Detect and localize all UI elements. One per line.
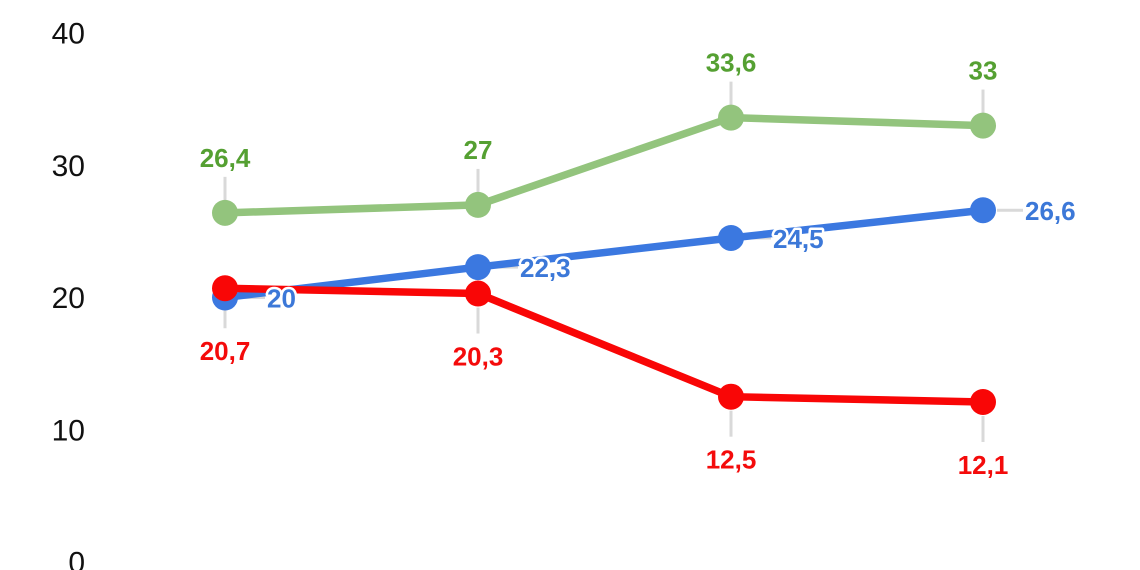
red-series-line <box>221 284 987 406</box>
red-series-data-label: 12,1 <box>958 450 1009 480</box>
green-series-data-label: 26,4 <box>200 143 251 173</box>
red-series-data-label: 20,3 <box>453 342 504 372</box>
blue-series-data-point <box>970 197 996 224</box>
y-axis-tick-label: 0 <box>68 547 85 570</box>
green-series-line <box>221 113 987 217</box>
green-series-data-label: 33 <box>969 56 998 86</box>
blue-series-data-label: 24,5 <box>773 224 824 254</box>
blue-series-data-point <box>465 254 491 281</box>
green-series-data-point <box>718 104 744 131</box>
red-series-data-label: 20,7 <box>200 336 251 366</box>
y-axis-tick-label: 40 <box>52 18 85 51</box>
y-axis-tick-label: 20 <box>52 282 85 315</box>
green-series-data-point <box>970 112 996 139</box>
red-series-data-point <box>970 388 996 415</box>
blue-series-line <box>221 206 987 302</box>
green-series-data-label: 33,6 <box>706 48 757 78</box>
red-series-data-point <box>212 275 238 302</box>
y-axis-tick-label: 10 <box>52 414 85 447</box>
y-axis-tick-label: 30 <box>52 150 85 183</box>
green-series-data-point <box>212 199 238 226</box>
blue-series-data-label: 20 <box>267 284 296 314</box>
red-series-data-point <box>718 383 744 410</box>
blue-series-data-label: 26,6 <box>1025 196 1076 226</box>
green-series-data-label: 27 <box>464 135 493 165</box>
blue-series-data-label: 22,3 <box>520 253 571 283</box>
blue-series-data-point <box>718 224 744 251</box>
red-series-data-label: 12,5 <box>706 445 757 475</box>
red-series-data-point <box>465 280 491 307</box>
green-series-data-point <box>465 191 491 218</box>
